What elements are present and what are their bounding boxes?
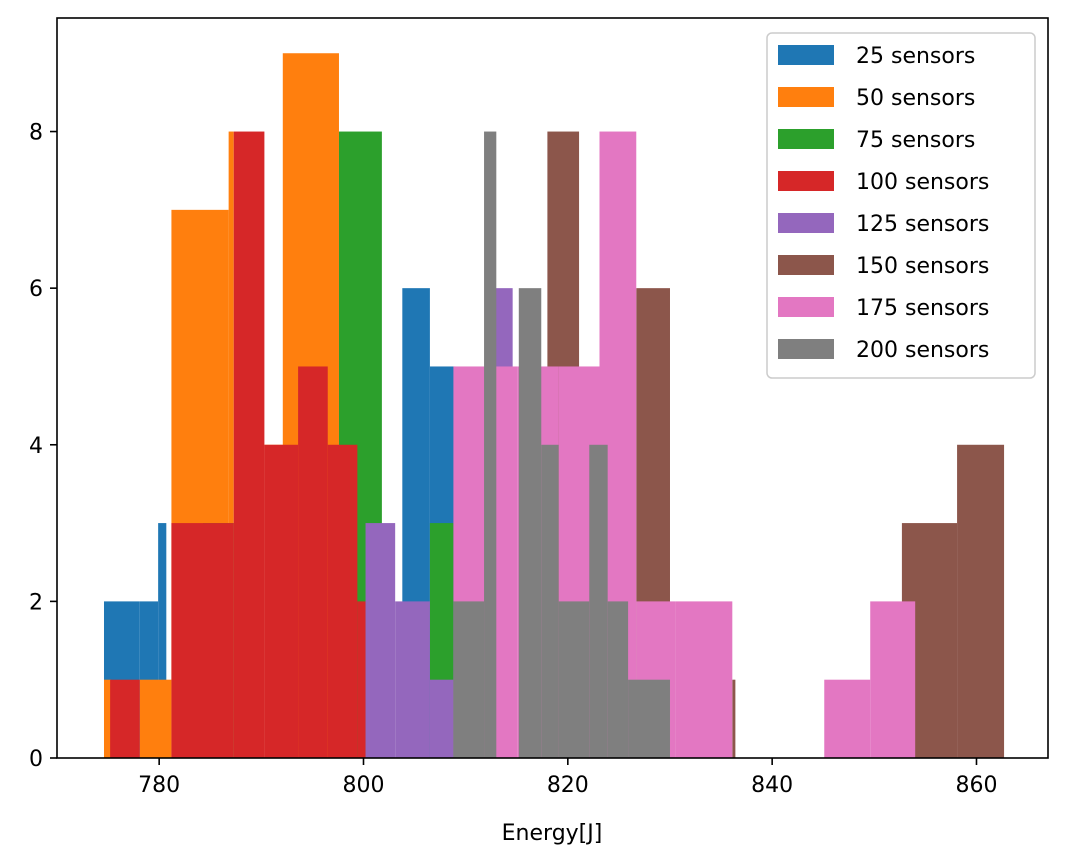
legend-swatch bbox=[778, 87, 834, 107]
y-tick-label: 4 bbox=[29, 434, 43, 459]
legend-swatch bbox=[778, 129, 834, 149]
legend-item: 50 sensors bbox=[778, 86, 975, 111]
x-tick-label: 820 bbox=[547, 773, 589, 798]
histogram-bar bbox=[327, 444, 358, 758]
histogram-bar bbox=[298, 366, 328, 758]
legend-label: 50 sensors bbox=[856, 86, 975, 111]
histogram-bar bbox=[110, 679, 140, 758]
legend-item: 175 sensors bbox=[778, 296, 989, 321]
plot-frame bbox=[56, 17, 1049, 759]
legend: 25 sensors 50 sensors 75 sensors 100 sensor… bbox=[766, 32, 1036, 379]
legend-swatch bbox=[778, 171, 834, 191]
histogram-bar bbox=[484, 131, 497, 758]
legend-item: 75 sensors bbox=[778, 128, 975, 153]
legend-label: 100 sensors bbox=[856, 170, 989, 195]
histogram-bar bbox=[541, 444, 559, 758]
histogram-bar bbox=[870, 601, 916, 758]
histogram-bar bbox=[228, 131, 234, 758]
x-axis-title: Energy[J] bbox=[502, 821, 603, 846]
legend-swatch bbox=[778, 297, 834, 317]
legend-item: 100 sensors bbox=[778, 170, 989, 195]
legend-swatch bbox=[778, 255, 834, 275]
histogram-bar bbox=[365, 523, 396, 758]
y-tick-label: 6 bbox=[29, 277, 43, 302]
x-tick-label: 780 bbox=[138, 773, 180, 798]
x-tick-label: 860 bbox=[955, 773, 997, 798]
histogram-bar bbox=[675, 601, 733, 758]
legend-label: 175 sensors bbox=[856, 296, 989, 321]
legend-label: 125 sensors bbox=[856, 212, 989, 237]
histogram-bar bbox=[158, 523, 167, 758]
series-100-sensors bbox=[110, 131, 366, 758]
y-tick-label: 2 bbox=[29, 590, 43, 615]
legend-label: 150 sensors bbox=[856, 254, 989, 279]
histogram-bar bbox=[264, 444, 299, 758]
y-axis: 0 2 4 6 8 bbox=[29, 121, 57, 772]
legend-item: 125 sensors bbox=[778, 212, 989, 237]
histogram-bar bbox=[171, 523, 234, 758]
bars-layer bbox=[103, 53, 1005, 758]
histogram-bar bbox=[429, 679, 454, 758]
legend-label: 75 sensors bbox=[856, 128, 975, 153]
x-tick-label: 840 bbox=[751, 773, 793, 798]
x-tick-label: 800 bbox=[342, 773, 384, 798]
legend-swatch bbox=[778, 339, 834, 359]
histogram-bar bbox=[957, 444, 1005, 758]
histogram-bar bbox=[453, 601, 485, 758]
legend-item: 200 sensors bbox=[778, 338, 989, 363]
histogram-bar bbox=[103, 679, 112, 758]
histogram-bar bbox=[357, 601, 366, 758]
histogram-bar bbox=[139, 679, 172, 758]
legend-box bbox=[766, 32, 1036, 379]
legend-item: 150 sensors bbox=[778, 254, 989, 279]
histogram-bar bbox=[589, 444, 608, 758]
histogram-bar bbox=[824, 679, 871, 758]
histogram-bar bbox=[395, 601, 430, 758]
legend-label: 25 sensors bbox=[856, 44, 975, 69]
series-200-sensors bbox=[453, 131, 670, 758]
y-tick-label: 8 bbox=[29, 121, 43, 146]
histogram-bar bbox=[558, 601, 590, 758]
legend-swatch bbox=[778, 45, 834, 65]
histogram-bar bbox=[494, 366, 518, 758]
legend-item: 25 sensors bbox=[778, 44, 975, 69]
y-tick-label: 0 bbox=[29, 747, 43, 772]
x-axis: 780 800 820 840 860 bbox=[138, 758, 997, 798]
histogram-bar bbox=[732, 679, 736, 758]
legend-items: 25 sensors 50 sensors 75 sensors 100 sensor… bbox=[778, 44, 989, 363]
histogram-bar bbox=[607, 601, 629, 758]
histogram-bar bbox=[233, 131, 265, 758]
legend-swatch bbox=[778, 213, 834, 233]
histogram-bar bbox=[628, 679, 670, 758]
legend-label: 200 sensors bbox=[856, 338, 989, 363]
histogram-bar bbox=[518, 288, 542, 758]
